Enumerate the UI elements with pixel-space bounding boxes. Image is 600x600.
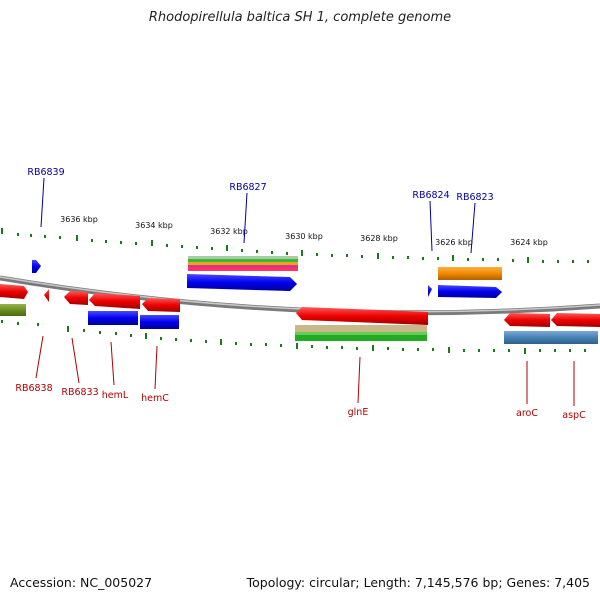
kbp-label: 3628 kbp bbox=[360, 234, 398, 243]
gene-hemc-arrow[interactable] bbox=[142, 298, 180, 312]
gene-label-hemc[interactable]: hemC bbox=[141, 393, 169, 404]
chromosome-backbone bbox=[0, 275, 600, 316]
rb6827-feature-stack[interactable] bbox=[187, 256, 298, 291]
gene-rb6824-arrow[interactable] bbox=[428, 285, 432, 297]
accession-text: Accession: NC_005027 bbox=[10, 575, 153, 590]
gene-heml-arrow[interactable] bbox=[89, 293, 140, 309]
gene-label-rb6833[interactable]: RB6833 bbox=[61, 387, 98, 398]
kbp-label: 3636 kbp bbox=[60, 215, 98, 224]
gene-hemc-feature[interactable] bbox=[140, 315, 179, 329]
gene-rb6833-arrow[interactable] bbox=[64, 291, 88, 305]
gene-label-rb6824[interactable]: RB6824 bbox=[412, 190, 449, 201]
gene-rb6823-feature[interactable] bbox=[438, 267, 502, 280]
gene-label-heml[interactable]: hemL bbox=[102, 390, 129, 401]
gene-rb6838-feature[interactable] bbox=[0, 304, 26, 316]
gene-label-rb6827[interactable]: RB6827 bbox=[229, 182, 266, 193]
gene-label-glne[interactable]: glnE bbox=[348, 407, 369, 418]
gene-label-aspc[interactable]: aspC bbox=[562, 410, 586, 421]
gene-label-rb6823[interactable]: RB6823 bbox=[456, 192, 493, 203]
gene-label-rb6839[interactable]: RB6839 bbox=[27, 167, 64, 178]
topology-text: Topology: circular; Length: 7,145,576 bp… bbox=[246, 575, 590, 590]
gene-label-aroc[interactable]: aroC bbox=[516, 408, 538, 419]
gene-rb6838-arrow[interactable] bbox=[0, 284, 28, 299]
gene-label-rb6838[interactable]: RB6838 bbox=[15, 383, 52, 394]
kbp-label: 3632 kbp bbox=[210, 227, 248, 236]
kbp-label: 3624 kbp bbox=[510, 238, 548, 247]
bottom-tick-ring bbox=[1, 320, 586, 354]
kbp-label: 3634 kbp bbox=[135, 221, 173, 230]
kbp-label: 3626 kbp bbox=[435, 238, 473, 247]
gene-heml-feature[interactable] bbox=[88, 311, 138, 325]
gene-rb6839-arrow[interactable] bbox=[32, 260, 41, 273]
aroc-aspc-feature[interactable] bbox=[504, 331, 598, 344]
small-red-arrow[interactable] bbox=[44, 289, 49, 302]
chromosome-backbone-highlight bbox=[0, 276, 600, 313]
glne-feature-stack[interactable] bbox=[295, 307, 428, 341]
gene-aroc-arrow[interactable] bbox=[504, 313, 550, 327]
gene-aspc-arrow[interactable] bbox=[551, 313, 600, 327]
top-tick-ring bbox=[1, 228, 589, 263]
gene-rb6823-arrow[interactable] bbox=[438, 285, 502, 298]
map-title: Rhodopirellula baltica SH 1, complete ge… bbox=[148, 10, 452, 25]
kbp-label: 3630 kbp bbox=[285, 232, 323, 241]
